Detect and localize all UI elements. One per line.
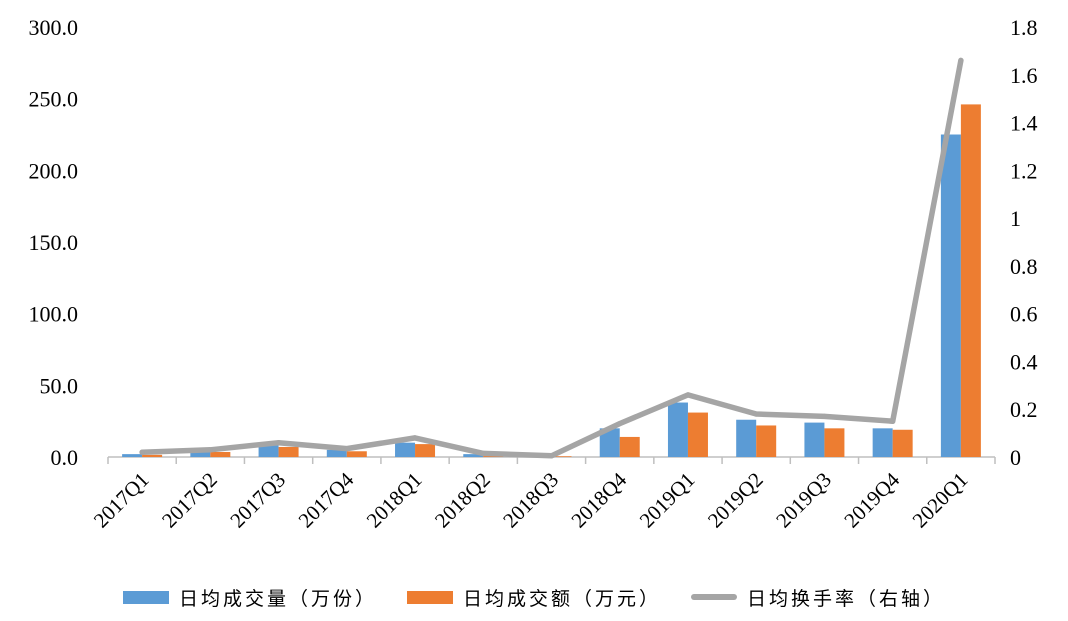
x-tick-label: 2017Q4 <box>294 467 359 532</box>
bar-amount-2019Q4 <box>892 429 913 457</box>
bar-volume-2018Q2 <box>463 454 484 457</box>
x-tick-label: 2019Q1 <box>635 468 700 533</box>
x-tick-label: 2019Q4 <box>839 467 904 532</box>
y-right-tick-label: 0.4 <box>1010 349 1038 374</box>
point-turnover-2017Q4 <box>344 446 350 452</box>
y-right-tick-label: 0.6 <box>1010 302 1038 327</box>
legend-swatch-turnover <box>691 594 737 600</box>
bar-amount-2017Q1 <box>142 454 163 457</box>
point-turnover-2019Q4 <box>890 418 896 424</box>
point-turnover-2018Q4 <box>617 420 623 427</box>
y-left-tick-label: 50.0 <box>40 373 79 398</box>
bar-volume-2018Q4 <box>599 428 620 457</box>
x-tick-label: 2020Q1 <box>908 468 973 533</box>
bar-volume-2020Q1 <box>940 134 961 457</box>
y-left-tick-label: 250.0 <box>29 87 79 112</box>
x-tick-label: 2019Q3 <box>771 468 836 533</box>
point-turnover-2018Q1 <box>412 435 418 441</box>
point-turnover-2017Q2 <box>207 447 213 453</box>
y-right-tick-label: 1.6 <box>1010 63 1038 88</box>
legend-item-turnover: 日均换手率（右轴） <box>691 584 945 611</box>
bars <box>122 104 981 458</box>
y-right-tick-label: 0.2 <box>1010 397 1038 422</box>
point-turnover-2018Q3 <box>548 453 555 459</box>
bar-amount-2018Q3 <box>551 456 572 457</box>
y-left-tick-label: 300.0 <box>29 15 79 40</box>
point-turnover-2019Q2 <box>753 411 759 417</box>
bar-amount-2018Q4 <box>619 436 640 457</box>
legend-label-volume: 日均成交量（万份） <box>178 587 377 610</box>
bar-amount-2017Q2 <box>210 451 231 457</box>
y-right-tick-label: 0 <box>1010 445 1021 470</box>
bar-amount-2019Q1 <box>687 412 708 457</box>
x-tick-label: 2018Q2 <box>430 468 495 533</box>
y-left-tick-label: 0.0 <box>51 445 79 470</box>
legend: 日均成交量（万份） 日均成交额（万元） 日均换手率（右轴） <box>0 580 1068 614</box>
bar-volume-2019Q1 <box>667 402 688 457</box>
bar-amount-2019Q3 <box>824 428 845 457</box>
bar-volume-2018Q1 <box>395 442 416 457</box>
legend-swatch-volume <box>122 590 169 604</box>
y-left-tick-label: 100.0 <box>29 302 79 327</box>
point-turnover-2018Q2 <box>480 450 486 457</box>
bar-amount-2018Q1 <box>415 444 436 457</box>
y-left-tick-label: 150.0 <box>29 230 79 255</box>
bar-volume-2019Q2 <box>736 419 757 457</box>
legend-item-volume: 日均成交量（万份） <box>122 584 377 611</box>
point-turnover-2019Q3 <box>821 413 828 419</box>
bar-volume-2017Q2 <box>190 451 211 457</box>
bar-amount-2020Q1 <box>960 104 981 458</box>
bar-amount-2017Q4 <box>346 451 367 457</box>
bar-amount-2019Q2 <box>756 425 777 457</box>
chart: 0.0 50.0 100.0 150.0 200.0 250.0 300.0 0 0.2 0.4 0… <box>29 15 1038 533</box>
x-tick-label: 2018Q4 <box>566 467 631 532</box>
bar-volume-2017Q1 <box>122 454 143 457</box>
y-right-tick-label: 1.8 <box>1010 15 1038 40</box>
x-tick-label: 2017Q3 <box>225 468 290 533</box>
x-tick-label: 2018Q3 <box>498 468 563 533</box>
y-right-tick-label: 0.8 <box>1010 254 1038 279</box>
x-tick-label: 2017Q1 <box>89 468 154 533</box>
point-turnover-2020Q1 <box>958 57 964 64</box>
line-series <box>139 57 964 459</box>
bar-volume-2017Q4 <box>326 449 347 457</box>
legend-label-turnover: 日均换手率（右轴） <box>747 587 946 610</box>
bar-amount-2017Q3 <box>278 446 299 457</box>
y-right-tick-label: 1.2 <box>1010 158 1038 183</box>
y-left-tick-label: 200.0 <box>29 158 79 183</box>
bar-volume-2017Q3 <box>258 445 279 457</box>
line-turnover <box>139 57 964 459</box>
legend-item-amount: 日均成交额（万元） <box>406 584 661 611</box>
x-tick-label: 2019Q2 <box>703 468 768 533</box>
bar-volume-2019Q3 <box>804 422 825 457</box>
x-tick-label: 2017Q2 <box>157 468 222 533</box>
point-turnover-2017Q1 <box>139 449 145 455</box>
legend-swatch-amount <box>406 590 453 604</box>
legend-label-amount: 日均成交额（万元） <box>462 587 661 610</box>
point-turnover-2017Q3 <box>275 440 282 446</box>
point-turnover-2019Q1 <box>685 392 691 398</box>
bar-volume-2019Q4 <box>872 428 893 457</box>
x-tick-label: 2018Q1 <box>362 468 427 533</box>
y-right-tick-label: 1.4 <box>1010 111 1038 136</box>
y-right-tick-label: 1 <box>1010 206 1021 231</box>
